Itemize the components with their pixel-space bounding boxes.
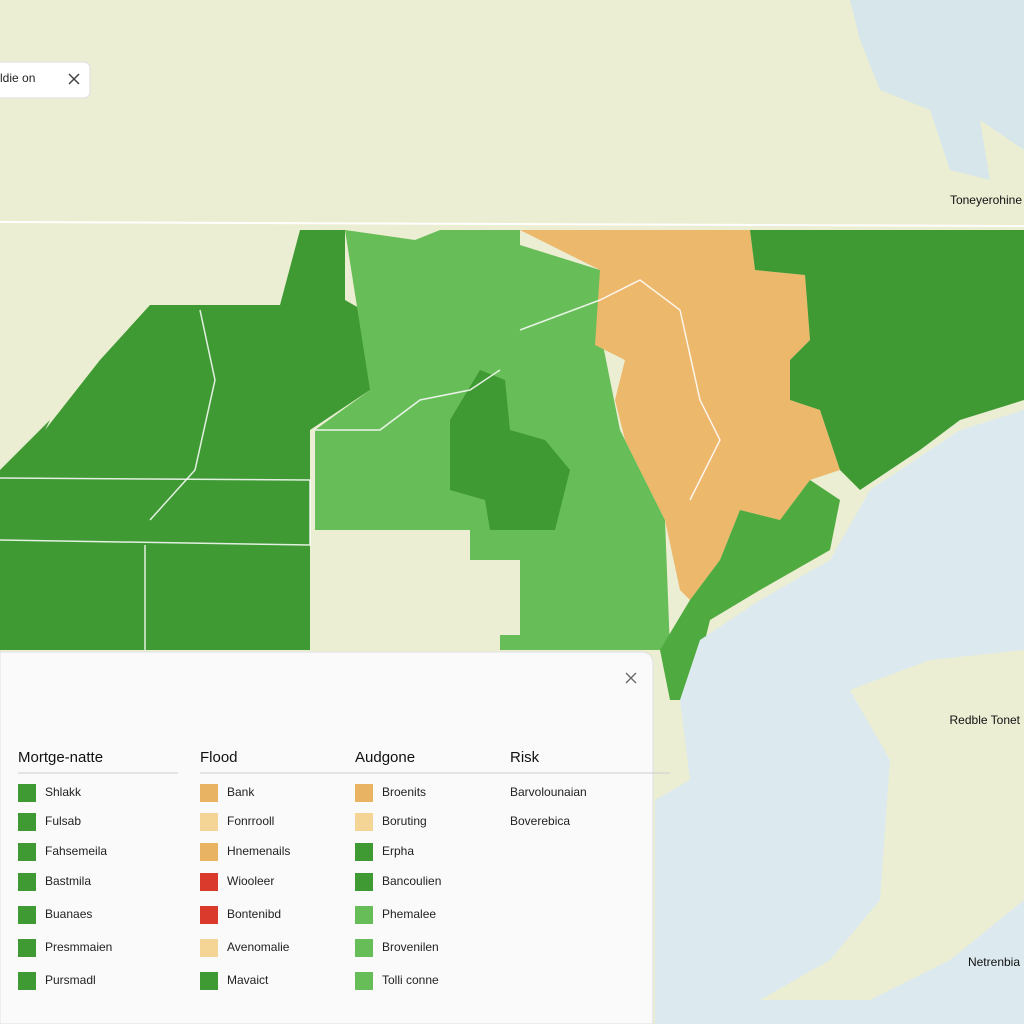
map-label: Toneyerohine — [950, 193, 1022, 207]
legend-item: Boruting — [382, 814, 427, 828]
legend-heading: Mortge-natte — [18, 749, 103, 766]
border — [149, 309, 216, 521]
lake — [850, 0, 1024, 180]
legend-item: Pursmadl — [45, 973, 96, 987]
legend-item: Brovenilen — [382, 940, 439, 954]
legend-panel — [0, 651, 654, 1025]
legend-heading: Audgone — [355, 749, 415, 766]
legend-swatch — [200, 813, 218, 831]
legend-item: Erpha — [382, 844, 414, 858]
region — [660, 480, 840, 700]
border — [315, 369, 501, 431]
legend-item: Shlakk — [45, 785, 82, 799]
legend-swatch — [18, 843, 36, 861]
legend-swatch — [200, 939, 218, 957]
legend-swatch — [18, 784, 36, 802]
legend-item: Broenits — [382, 785, 426, 799]
legend-item: Buanaes — [45, 907, 92, 921]
legend-item: Tolli conne — [382, 973, 439, 987]
legend-swatch — [355, 972, 373, 990]
legend-swatch — [18, 873, 36, 891]
search-chip[interactable] — [0, 61, 91, 99]
legend-swatch — [18, 813, 36, 831]
legend-swatch — [355, 939, 373, 957]
legend-swatch — [18, 906, 36, 924]
region — [750, 230, 1024, 490]
legend-swatch — [18, 972, 36, 990]
legend-item: Avenomalie — [227, 940, 290, 954]
legend-item: Fahsemeila — [45, 844, 107, 858]
legend: Mortge-natte Shlakk Fulsab Fahsemeila Bastmi… — [18, 749, 670, 990]
legend-swatch — [200, 906, 218, 924]
border — [0, 477, 311, 546]
legend-item: Bontenibd — [227, 907, 281, 921]
legend-item: Wiooleer — [227, 874, 274, 888]
region — [450, 370, 570, 530]
legend-item: Hnemenails — [227, 844, 290, 858]
map-label: Netrenbia — [968, 955, 1020, 969]
legend-swatch — [355, 843, 373, 861]
legend-item: Bancoulien — [382, 874, 441, 888]
legend-swatch — [200, 873, 218, 891]
search-chip-text: ldie on — [0, 71, 35, 85]
border — [519, 279, 721, 501]
legend-item: Phemalee — [382, 907, 436, 921]
legend-item: Presmmaien — [45, 940, 112, 954]
legend-item: Barvolounaian — [510, 785, 587, 799]
legend-item: Fonrrooll — [227, 814, 274, 828]
legend-item: Fulsab — [45, 814, 81, 828]
border — [0, 221, 1024, 227]
legend-swatch — [200, 784, 218, 802]
legend-swatch — [200, 843, 218, 861]
legend-heading: Risk — [510, 749, 540, 766]
legend-item: Bank — [227, 785, 255, 799]
legend-heading: Flood — [200, 749, 238, 766]
land — [760, 650, 1024, 1000]
legend-swatch — [355, 906, 373, 924]
legend-swatch — [200, 972, 218, 990]
legend-item: Boverebica — [510, 814, 570, 828]
close-icon[interactable] — [625, 672, 637, 684]
legend-swatch — [355, 873, 373, 891]
legend-swatch — [355, 813, 373, 831]
legend-item: Mavaict — [227, 973, 269, 987]
map-label: Redble Tonet — [950, 713, 1021, 727]
close-icon[interactable] — [68, 73, 80, 85]
region — [520, 230, 840, 600]
legend-swatch — [18, 939, 36, 957]
legend-swatch — [355, 784, 373, 802]
legend-item: Bastmila — [45, 874, 91, 888]
